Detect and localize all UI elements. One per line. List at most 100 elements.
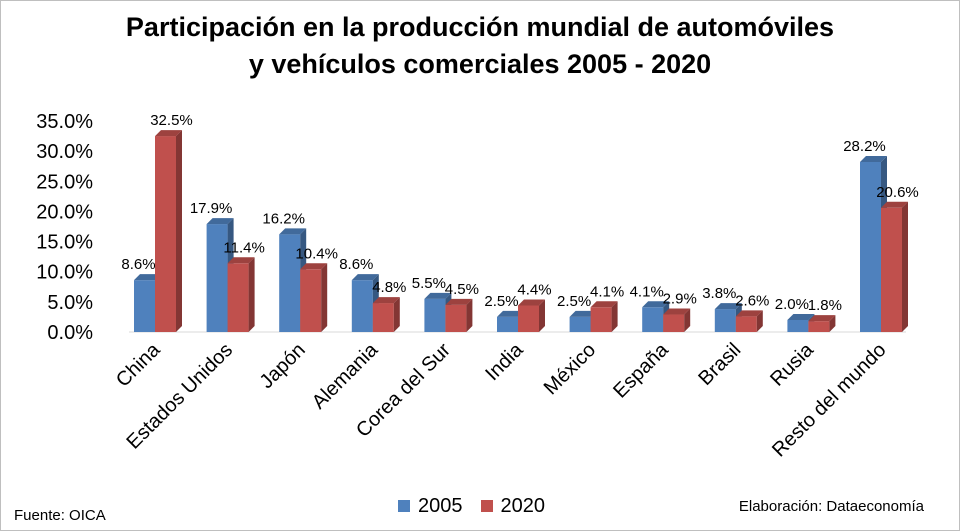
- bar-espana-2020-top: [663, 308, 691, 315]
- bar-espana-2020: [663, 308, 691, 332]
- bar-japon-2005-front: [279, 234, 301, 332]
- data-label-corea-del-sur-2020: 4.5%: [445, 281, 479, 298]
- chart-title: Participación en la producción mundial d…: [1, 9, 959, 83]
- bar-rusia-2020: [808, 315, 836, 332]
- bar-china-2020-side: [176, 130, 182, 332]
- data-label-japon-2005: 16.2%: [262, 210, 305, 227]
- data-label-espana-2005: 4.1%: [630, 283, 664, 300]
- bar-india-2005-front: [497, 316, 518, 332]
- bar-china-2005-front: [134, 280, 155, 332]
- legend-label-2020: 2020: [500, 494, 546, 517]
- bar-corea-del-sur-2020-front: [445, 304, 467, 332]
- data-label-mexico-2020: 4.1%: [590, 283, 624, 300]
- legend: 2005 2020: [398, 494, 545, 518]
- bar-brasil-2020-top: [735, 310, 763, 317]
- bar-brasil-2020-side: [756, 310, 763, 332]
- data-label-estados-unidos-2005: 17.9%: [190, 200, 233, 217]
- data-label-china-2020: 32.5%: [150, 112, 193, 129]
- y-tick-label-5: 25.0%: [36, 171, 93, 193]
- legend-item-2005: 2005: [398, 495, 463, 518]
- bar-resto-del-mundo-2020: [881, 201, 908, 332]
- bar-rusia-2020-side: [829, 315, 836, 332]
- bar-brasil-2005-front: [714, 309, 736, 332]
- data-label-resto-del-mundo-2020: 20.6%: [876, 184, 919, 201]
- y-tick-label-1: 5.0%: [47, 292, 93, 314]
- bar-espana-2020-side: [684, 308, 691, 332]
- bar-resto-del-mundo-2005-front: [860, 161, 881, 332]
- bar-japon-2005-top: [279, 228, 307, 235]
- data-label-rusia-2005: 2.0%: [775, 296, 809, 313]
- bar-rusia-2020-front: [808, 321, 830, 332]
- x-tick-label-mexico: México: [540, 339, 600, 399]
- y-tick-label-7: 35.0%: [36, 111, 93, 133]
- data-label-alemania-2020: 4.8%: [372, 279, 406, 296]
- bar-china-2005-top: [134, 274, 161, 281]
- bar-alemania-2005-top: [351, 274, 379, 281]
- chart-title-line-1: Participación en la producción mundial d…: [125, 12, 835, 42]
- data-label-espana-2020: 2.9%: [663, 291, 697, 308]
- bar-mexico-2020-front: [590, 307, 612, 332]
- y-tick-label-2: 10.0%: [36, 262, 93, 284]
- bar-mexico-2020-top: [590, 301, 618, 308]
- bar-resto-del-mundo-2020-front: [881, 207, 902, 332]
- data-label-india-2020: 4.4%: [517, 281, 551, 298]
- bar-corea-del-sur-2005-top: [424, 292, 452, 299]
- data-label-brasil-2020: 2.6%: [735, 292, 769, 309]
- bar-estados-unidos-2005-front: [206, 224, 228, 332]
- data-label-brasil-2005: 3.8%: [702, 285, 736, 302]
- bar-estados-unidos-2020: [227, 257, 255, 332]
- bar-mexico-2020-side: [611, 301, 618, 332]
- bar-espana-2005-front: [642, 307, 664, 332]
- bar-estados-unidos-2020-front: [227, 263, 249, 332]
- bar-espana-2005-top: [642, 301, 670, 308]
- x-tick-label-rusia: Rusia: [766, 338, 818, 390]
- data-label-corea-del-sur-2005: 5.5%: [412, 275, 446, 292]
- data-label-resto-del-mundo-2005: 28.2%: [843, 138, 886, 155]
- bar-india-2020-top: [518, 299, 545, 306]
- legend-swatch-2020: [480, 500, 493, 512]
- x-tick-label-japon: Japón: [256, 339, 310, 393]
- bar-estados-unidos-2005-top: [206, 218, 234, 225]
- bar-brasil-2005-top: [714, 303, 742, 310]
- bar-brasil-2020: [735, 310, 763, 332]
- data-label-rusia-2020: 1.8%: [808, 297, 842, 314]
- bar-mexico-2005-top: [569, 310, 597, 317]
- legend-swatch-2005: [398, 500, 410, 512]
- bar-corea-del-sur-2020-side: [466, 298, 473, 332]
- bar-espana-2020-front: [663, 314, 685, 332]
- credit-note: Elaboración: Dataeconomía: [738, 498, 924, 515]
- y-tick-label-3: 15.0%: [36, 232, 93, 254]
- bar-rusia-2020-top: [808, 315, 836, 322]
- bar-rusia-2005-front: [787, 319, 809, 332]
- bar-resto-del-mundo-2005-top: [860, 155, 887, 162]
- x-tick-label-china: China: [112, 338, 165, 391]
- bar-alemania-2020-front: [372, 303, 394, 332]
- legend-item-2020: 2020: [480, 494, 546, 518]
- x-tick-label-espana: España: [609, 338, 673, 402]
- source-note: Fuente: OICA: [14, 507, 106, 524]
- bar-india-2020: [518, 299, 545, 332]
- bar-estados-unidos-2020-side: [248, 257, 255, 332]
- bar-china-2020-top: [155, 130, 182, 137]
- bar-brasil-2020-front: [735, 316, 757, 332]
- bar-alemania-2020-side: [393, 297, 400, 332]
- bar-india-2020-side: [539, 299, 545, 332]
- y-tick-label-6: 30.0%: [36, 141, 93, 163]
- x-tick-label-brasil: Brasil: [694, 339, 745, 390]
- data-label-estados-unidos-2020: 11.4%: [223, 239, 264, 256]
- bar-mexico-2020: [590, 301, 618, 332]
- bar-corea-del-sur-2005-front: [424, 298, 446, 332]
- bar-resto-del-mundo-2020-side: [902, 201, 908, 332]
- bar-resto-del-mundo-2020-top: [881, 201, 908, 208]
- bar-alemania-2020: [372, 297, 400, 332]
- bar-estados-unidos-2020-top: [227, 257, 255, 264]
- bar-japon-2020: [300, 263, 328, 332]
- data-label-mexico-2005: 2.5%: [557, 293, 591, 310]
- y-tick-label-4: 20.0%: [36, 201, 93, 223]
- x-tick-label-india: India: [481, 338, 528, 385]
- data-label-alemania-2005: 8.6%: [339, 256, 373, 273]
- bar-corea-del-sur-2020: [445, 298, 473, 332]
- bar-china-2020-front: [155, 136, 176, 332]
